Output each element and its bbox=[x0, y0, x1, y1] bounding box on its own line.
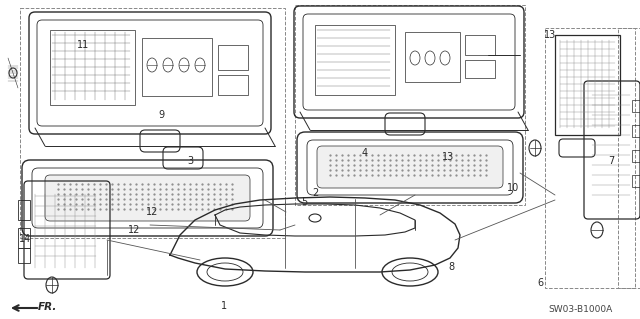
Text: 4: 4 bbox=[362, 148, 368, 158]
Text: 3: 3 bbox=[187, 156, 193, 166]
FancyBboxPatch shape bbox=[45, 175, 250, 221]
FancyBboxPatch shape bbox=[317, 146, 503, 188]
Text: 13: 13 bbox=[442, 152, 454, 162]
Text: 8: 8 bbox=[448, 262, 454, 271]
Text: 12: 12 bbox=[146, 207, 158, 217]
Bar bbox=[315, 25, 395, 95]
Bar bbox=[218, 75, 248, 95]
Bar bbox=[405, 32, 460, 82]
Text: SW03-B1000A: SW03-B1000A bbox=[548, 305, 612, 314]
Bar bbox=[632, 125, 640, 137]
Bar bbox=[545, 28, 635, 288]
Text: 14: 14 bbox=[19, 234, 31, 243]
Bar bbox=[50, 30, 135, 105]
Text: 11: 11 bbox=[77, 40, 89, 50]
Text: 5: 5 bbox=[301, 197, 307, 207]
Bar bbox=[20, 8, 285, 238]
Bar bbox=[618, 28, 640, 288]
Bar bbox=[632, 150, 640, 162]
Bar bbox=[18, 200, 30, 220]
Text: 2: 2 bbox=[312, 188, 319, 198]
Bar bbox=[295, 5, 525, 205]
Text: 10: 10 bbox=[507, 183, 519, 193]
Text: 9: 9 bbox=[159, 110, 165, 120]
Bar bbox=[18, 228, 30, 248]
Text: 12: 12 bbox=[128, 225, 140, 235]
Bar bbox=[218, 45, 248, 70]
Bar bbox=[18, 248, 30, 263]
Text: 7: 7 bbox=[608, 156, 614, 166]
Bar bbox=[465, 60, 495, 78]
Bar bbox=[632, 100, 640, 112]
Bar bbox=[142, 38, 212, 96]
Text: FR.: FR. bbox=[38, 302, 58, 312]
Text: 1: 1 bbox=[221, 301, 227, 311]
Bar bbox=[465, 35, 495, 55]
Text: 13: 13 bbox=[544, 30, 556, 40]
Text: 6: 6 bbox=[538, 278, 544, 287]
Bar bbox=[632, 175, 640, 187]
Bar bbox=[555, 35, 620, 135]
